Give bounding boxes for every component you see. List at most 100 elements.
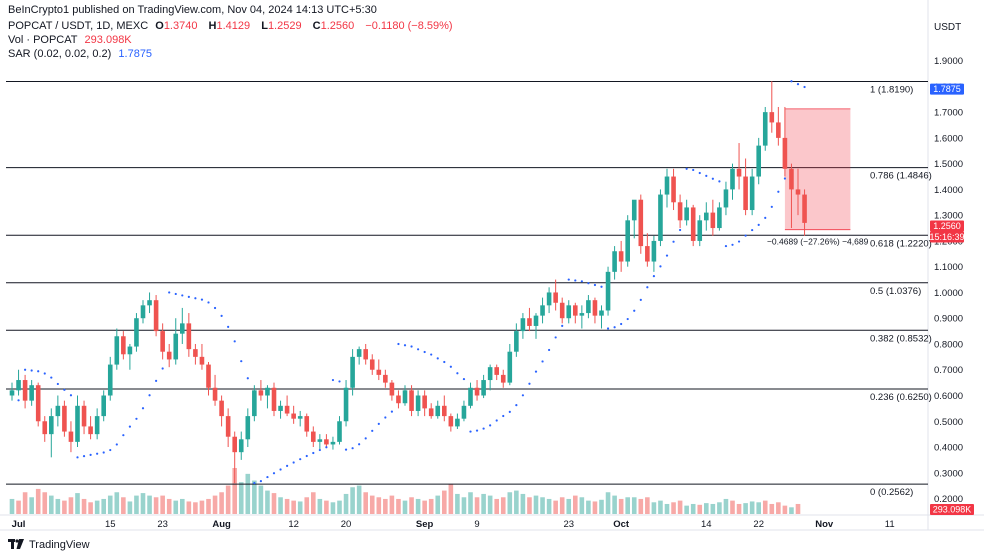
sar-dot [292, 461, 295, 464]
sar-dot [384, 416, 387, 419]
candle-body [75, 405, 80, 442]
volume-bar [297, 501, 303, 514]
y-tick-label: 1.1000 [934, 262, 963, 273]
volume-bar [631, 497, 637, 514]
volume-bar [409, 497, 414, 514]
volume-bar [9, 498, 15, 514]
sar-legend[interactable]: SAR (0.02, 0.02, 0.2) 1.7875 [8, 47, 156, 61]
sar-dot [168, 291, 171, 294]
y-tick-label: 0.9000 [934, 314, 963, 325]
volume-bar [527, 497, 532, 514]
sar-dot [76, 456, 79, 459]
y-tick-label: 0.8000 [934, 339, 963, 350]
candle-body [166, 351, 172, 360]
sar-dot [561, 324, 564, 327]
sar-dot [462, 377, 466, 381]
sar-dot [803, 85, 806, 89]
candle-body [291, 413, 296, 419]
volume-bar [265, 490, 270, 514]
sar-dot [181, 294, 184, 297]
volume-bar [127, 501, 133, 514]
sar-dot [417, 348, 420, 351]
candle-body [435, 405, 441, 417]
sar-dot [299, 458, 302, 461]
candle-body [173, 333, 179, 360]
candle-body [422, 395, 427, 409]
sar-dot [286, 464, 289, 468]
x-tick-label: Oct [613, 519, 630, 530]
volume-bar [317, 498, 323, 514]
candle-body [297, 416, 303, 419]
candle-body [219, 400, 224, 417]
candle-body [573, 305, 578, 316]
symbol-label[interactable]: POPCAT / USDT, 1D, MEXC [8, 20, 149, 32]
candle-body [389, 382, 395, 396]
x-tick-label: Aug [212, 519, 231, 530]
candle-body [311, 431, 316, 442]
candle-body [481, 380, 486, 396]
sar-dot [253, 481, 256, 485]
y-tick-label: 0.2000 [934, 494, 963, 505]
change-value: −0.1180 (−8.59%) [365, 20, 453, 32]
sar-dot [600, 285, 603, 288]
volume-legend[interactable]: Vol · POPCAT 293.098K [8, 33, 136, 47]
candle-body [160, 331, 165, 352]
volume-bar [494, 498, 499, 514]
sar-dot [364, 437, 367, 440]
sar-dot [24, 368, 27, 371]
volume-bar [101, 498, 106, 514]
tradingview-footer[interactable]: TradingView [8, 538, 90, 552]
volume-tag-label: 293.098K [933, 505, 972, 515]
sar-dot [115, 443, 118, 446]
candle-body [651, 240, 657, 262]
candle-body [736, 168, 742, 177]
volume-bar [212, 495, 218, 514]
volume-bar [173, 500, 179, 514]
publisher-line: BeInCrypto1 published on TradingView.com… [8, 3, 381, 17]
volume-bar [769, 503, 775, 514]
candle-body [49, 416, 54, 435]
candle-body [304, 416, 310, 432]
candle-body [717, 207, 722, 229]
volume-bar [684, 505, 689, 514]
sar-dot [548, 348, 551, 352]
candle-body [9, 390, 15, 396]
candle-body [487, 367, 493, 381]
candle-body [94, 416, 100, 435]
sar-dot [764, 216, 767, 220]
candle-body [317, 439, 323, 442]
volume-bar [756, 502, 761, 514]
sar-dot [777, 190, 780, 193]
fib-level-label: 0.236 (0.6250) [870, 392, 932, 403]
candle-body [514, 331, 519, 352]
sar-dot [430, 353, 433, 356]
candle-body [677, 202, 683, 221]
price-tag-bg [930, 231, 964, 243]
volume-bar [625, 497, 630, 514]
volume-bar [762, 500, 768, 514]
sar-dot [711, 177, 714, 180]
volume-bar [376, 497, 382, 514]
volume-bar [645, 497, 650, 514]
volume-bar [638, 498, 644, 514]
sar-dot [207, 301, 210, 304]
candle-body [369, 359, 375, 370]
volume-bar [514, 490, 519, 514]
volume-bar [461, 497, 467, 514]
x-tick-label: Nov [815, 519, 834, 530]
y-tick-label: 1.4000 [934, 185, 963, 196]
volume-bar [651, 502, 657, 514]
candle-body [802, 194, 807, 223]
y-tick-label: 0.7000 [934, 365, 963, 376]
sar-dot [377, 422, 380, 425]
volume-bar [612, 495, 617, 514]
high-value: 1.4129 [216, 20, 251, 32]
candle-body [507, 351, 513, 383]
volume-bar [160, 495, 165, 514]
candle-body [193, 349, 198, 357]
candle-body [645, 246, 650, 262]
sar-dot [410, 345, 413, 348]
candle-body [356, 349, 362, 357]
sar-dot [155, 379, 158, 382]
sar-dot [679, 228, 682, 232]
